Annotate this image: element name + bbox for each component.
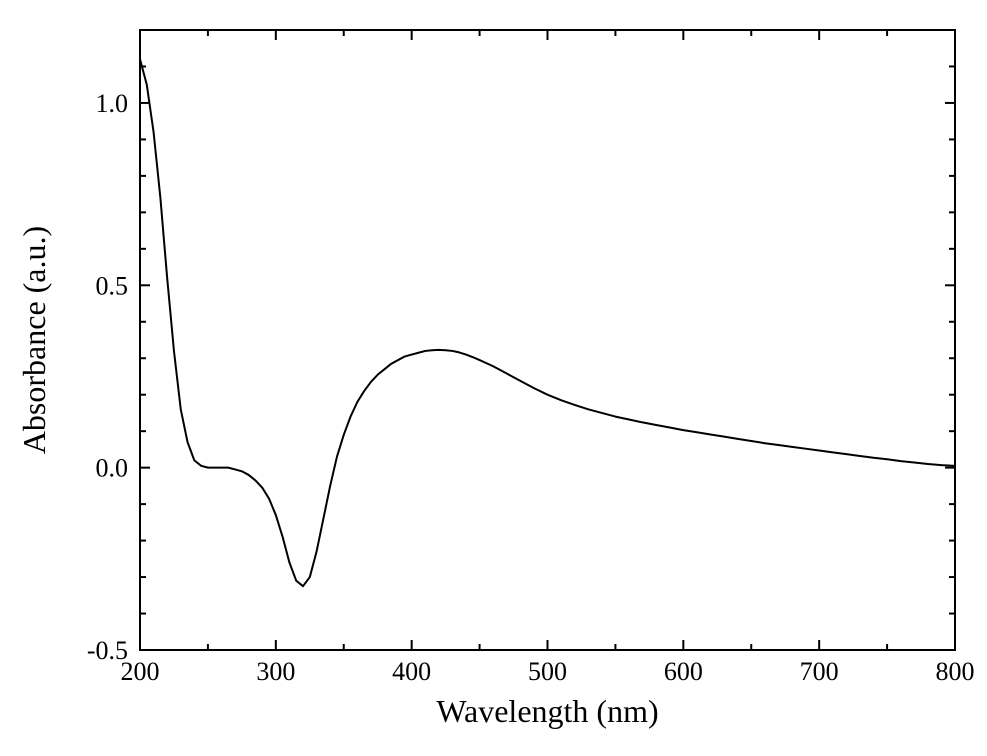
y-tick-label: 1.0 [96, 89, 129, 118]
x-tick-label: 800 [936, 657, 975, 686]
x-tick-label: 300 [256, 657, 295, 686]
x-tick-label: 600 [664, 657, 703, 686]
x-tick-label: 700 [800, 657, 839, 686]
y-tick-label: -0.5 [87, 636, 128, 665]
y-axis-label: Absorbance (a.u.) [16, 226, 52, 454]
y-tick-label: 0.0 [96, 454, 129, 483]
absorbance-chart: 200300400500600700800-0.50.00.51.0Wavele… [0, 0, 987, 756]
x-tick-label: 400 [392, 657, 431, 686]
y-tick-label: 0.5 [96, 271, 129, 300]
chart-svg: 200300400500600700800-0.50.00.51.0Wavele… [0, 0, 987, 756]
x-tick-label: 500 [528, 657, 567, 686]
x-axis-label: Wavelength (nm) [436, 693, 658, 729]
